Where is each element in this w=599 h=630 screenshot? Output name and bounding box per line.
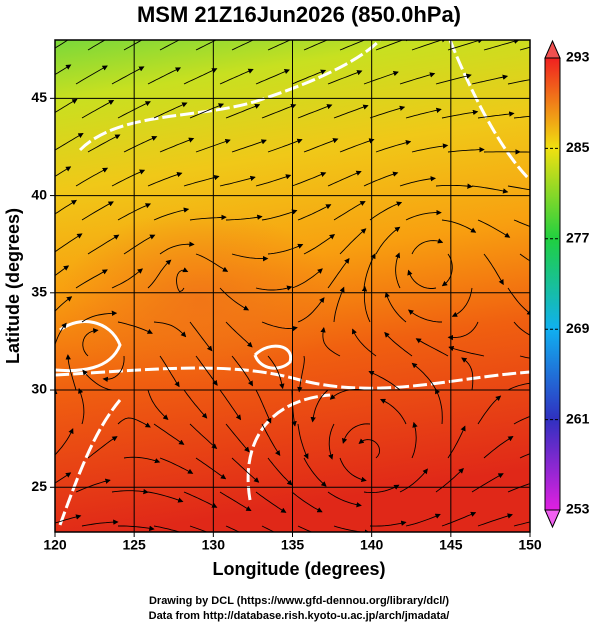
y-tick-label: 25: [31, 478, 47, 494]
colorbar-tick-label: 277: [566, 230, 590, 246]
colorbar-scale: [545, 58, 560, 510]
footer-source: Data from http://database.rish.kyoto-u.a…: [149, 610, 450, 622]
x-tick-label: 145: [439, 537, 463, 553]
field: [40, 31, 556, 541]
x-tick-label: 140: [360, 537, 384, 553]
colorbar-tick-label: 261: [566, 410, 590, 426]
chart-title: MSM 21Z16Jun2026 (850.0hPa): [137, 2, 461, 27]
colorbar-tick-label: 253: [566, 501, 590, 517]
y-tick-label: 45: [31, 89, 47, 105]
x-tick-label: 125: [122, 537, 146, 553]
colorbar-tick-label: 269: [566, 320, 590, 336]
streamline: [46, 389, 55, 424]
colorbar-tick-label: 285: [566, 139, 590, 155]
footer-credit: Drawing by DCL (https://www.gfd-dennou.o…: [149, 595, 449, 607]
colorbar-min-arrow: [545, 510, 560, 527]
x-tick-label: 150: [518, 537, 542, 553]
x-axis-label: Longitude (degrees): [212, 559, 385, 579]
colorbar-max-arrow: [545, 41, 560, 58]
y-tick-label: 35: [31, 284, 47, 300]
x-tick-label: 120: [43, 537, 67, 553]
y-tick-label: 40: [31, 186, 47, 202]
x-tick-label: 135: [281, 537, 305, 553]
y-axis-label: Latitude (degrees): [3, 208, 23, 364]
y-tick-label: 30: [31, 381, 47, 397]
colorbar: [545, 41, 560, 527]
colorbar-tick-label: 293: [566, 49, 590, 65]
x-tick-label: 130: [202, 537, 226, 553]
